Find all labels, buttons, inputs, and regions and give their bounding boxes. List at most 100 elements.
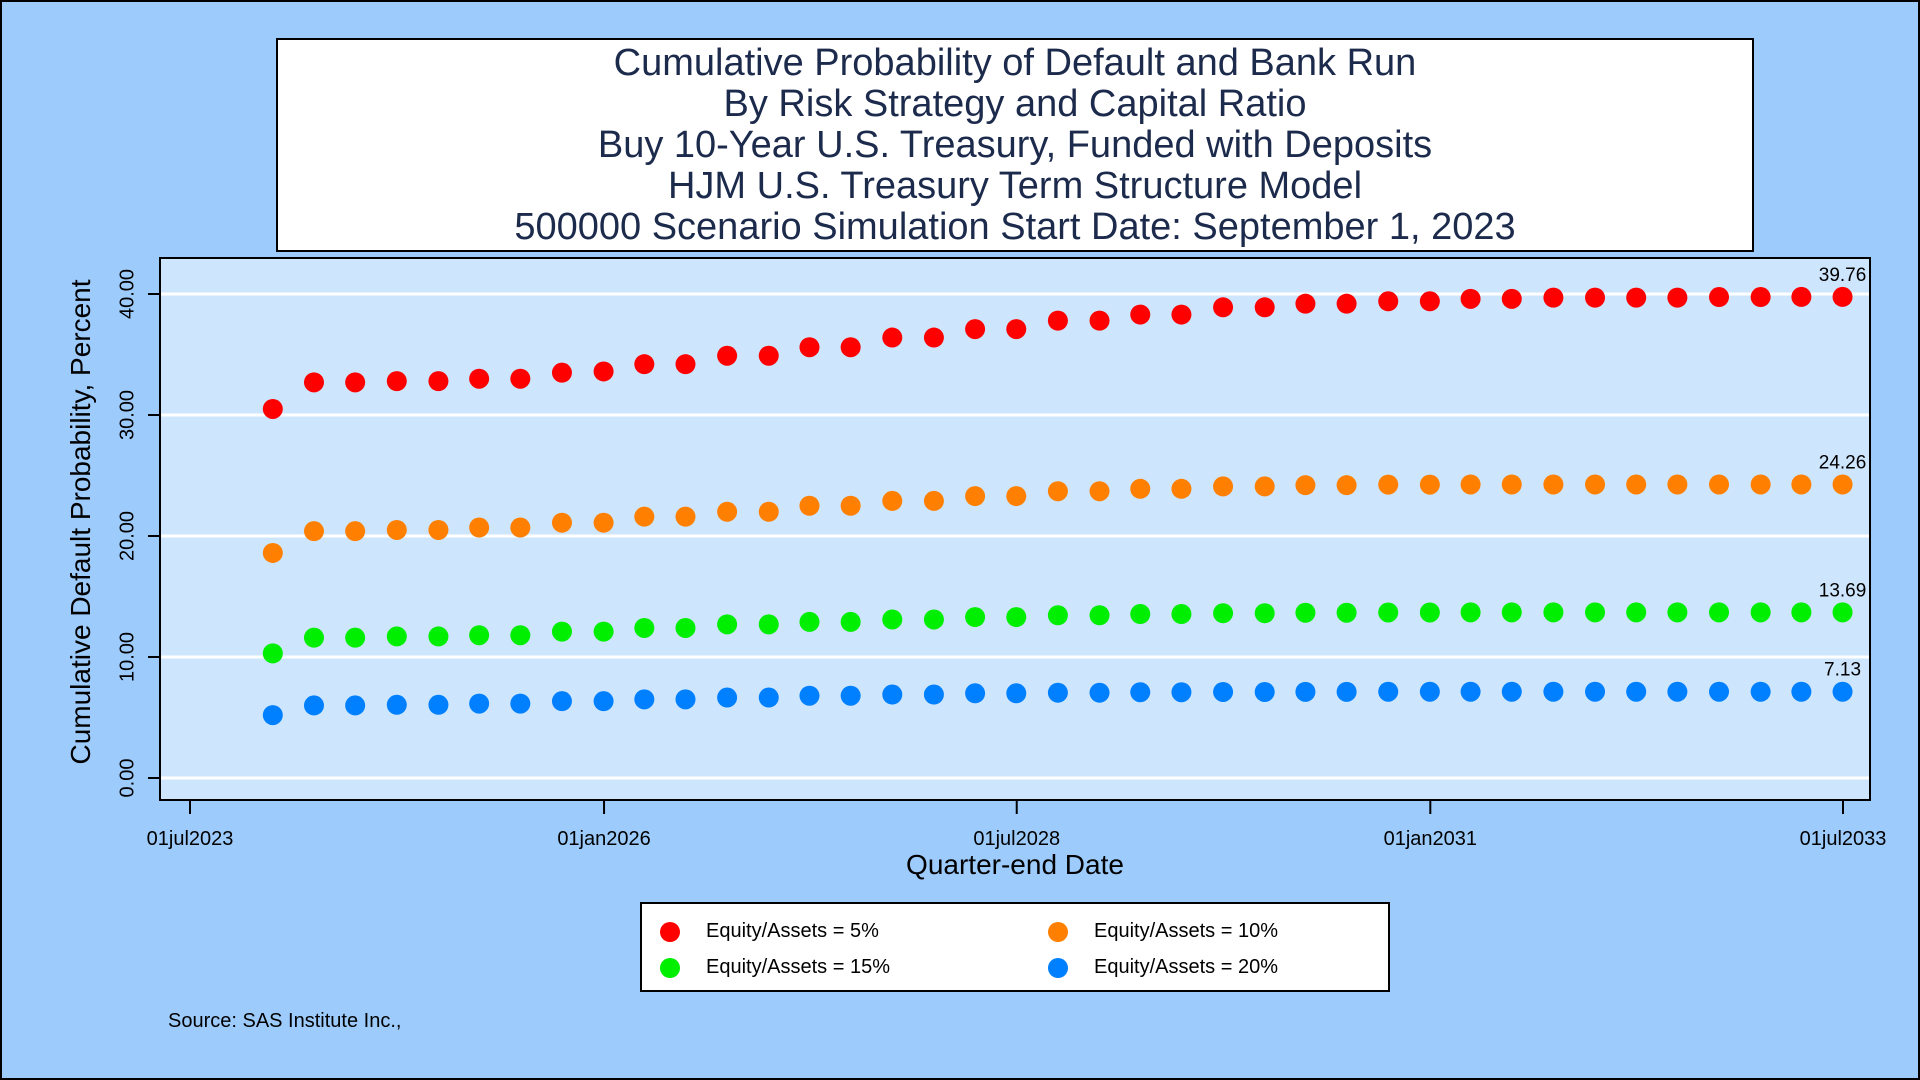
data-point bbox=[1006, 683, 1027, 704]
data-point bbox=[882, 684, 903, 705]
legend: Equity/Assets = 5% Equity/Assets = 10% E… bbox=[640, 902, 1390, 992]
legend-marker-icon bbox=[1048, 921, 1068, 942]
data-point bbox=[1419, 474, 1440, 495]
data-point bbox=[717, 345, 738, 366]
legend-item-10pct: Equity/Assets = 10% bbox=[1048, 920, 1278, 943]
data-point bbox=[758, 501, 779, 522]
data-point bbox=[840, 685, 861, 706]
data-point bbox=[717, 614, 738, 635]
data-point bbox=[303, 627, 324, 648]
data-point bbox=[345, 521, 366, 542]
data-point bbox=[345, 627, 366, 648]
data-point bbox=[1089, 481, 1110, 502]
data-point bbox=[923, 327, 944, 348]
data-point bbox=[1378, 291, 1399, 312]
data-point bbox=[758, 687, 779, 708]
data-point bbox=[1585, 287, 1606, 308]
x-tick-label: 01jul2023 bbox=[147, 828, 234, 850]
x-tick-label: 01jul2028 bbox=[973, 828, 1060, 850]
data-point bbox=[1750, 287, 1771, 308]
data-point bbox=[1709, 681, 1730, 702]
data-point bbox=[1171, 604, 1192, 625]
data-point bbox=[1791, 474, 1812, 495]
data-point bbox=[1213, 297, 1234, 318]
data-point bbox=[1089, 605, 1110, 626]
data-point bbox=[303, 521, 324, 542]
data-point bbox=[1254, 603, 1275, 624]
data-point bbox=[1336, 475, 1357, 496]
data-point bbox=[675, 689, 696, 710]
data-point bbox=[1460, 681, 1481, 702]
data-point bbox=[551, 691, 572, 712]
data-point bbox=[923, 490, 944, 511]
end-value-label: 13.69 bbox=[1819, 580, 1867, 601]
data-point bbox=[1585, 474, 1606, 495]
data-point bbox=[386, 519, 407, 540]
data-point bbox=[1254, 476, 1275, 497]
data-point bbox=[1460, 602, 1481, 623]
data-point bbox=[593, 512, 614, 533]
data-point bbox=[469, 693, 490, 714]
data-point bbox=[675, 354, 696, 375]
data-point bbox=[469, 625, 490, 646]
legend-item-20pct: Equity/Assets = 20% bbox=[1048, 956, 1278, 979]
y-tick-label: 0.00 bbox=[116, 759, 138, 798]
data-point bbox=[1667, 681, 1688, 702]
x-axis-label: Quarter-end Date bbox=[906, 849, 1124, 880]
data-point bbox=[717, 687, 738, 708]
data-point bbox=[551, 362, 572, 383]
data-point bbox=[1378, 681, 1399, 702]
data-point bbox=[1543, 474, 1564, 495]
data-point bbox=[1006, 319, 1027, 340]
data-point bbox=[1585, 602, 1606, 623]
legend-marker-icon bbox=[660, 957, 680, 978]
y-tick-label: 30.00 bbox=[116, 390, 138, 440]
data-point bbox=[510, 693, 531, 714]
data-point bbox=[1791, 286, 1812, 307]
data-point bbox=[1171, 304, 1192, 325]
data-point bbox=[1295, 602, 1316, 623]
x-tick-label: 01jul2033 bbox=[1800, 828, 1887, 850]
data-point bbox=[1089, 310, 1110, 331]
data-point bbox=[510, 625, 531, 646]
data-point bbox=[1667, 474, 1688, 495]
data-point bbox=[1295, 475, 1316, 496]
data-point bbox=[675, 506, 696, 527]
data-point bbox=[1130, 304, 1151, 325]
data-point bbox=[1336, 602, 1357, 623]
data-point bbox=[1419, 681, 1440, 702]
data-point bbox=[1254, 681, 1275, 702]
legend-item-15pct: Equity/Assets = 15% bbox=[660, 956, 890, 979]
data-point bbox=[1585, 681, 1606, 702]
chart-title-line-1: Cumulative Probability of Default and Ba… bbox=[613, 41, 1417, 84]
data-point bbox=[965, 607, 986, 628]
chart-title-line-3: Buy 10-Year U.S. Treasury, Funded with D… bbox=[597, 123, 1433, 166]
data-point bbox=[1089, 682, 1110, 703]
data-point bbox=[386, 694, 407, 715]
data-point bbox=[1213, 476, 1234, 497]
legend-label: Equity/Assets = 5% bbox=[706, 920, 879, 942]
end-labels: 39.76 24.26 13.69 7.13 bbox=[1819, 265, 1867, 681]
data-point bbox=[923, 684, 944, 705]
data-point bbox=[1378, 474, 1399, 495]
data-point bbox=[1667, 602, 1688, 623]
data-point bbox=[262, 705, 283, 726]
data-point bbox=[345, 695, 366, 716]
data-point bbox=[386, 626, 407, 647]
data-point bbox=[717, 501, 738, 522]
data-point bbox=[1501, 602, 1522, 623]
data-point bbox=[1709, 602, 1730, 623]
data-point bbox=[593, 691, 614, 712]
data-point bbox=[1750, 474, 1771, 495]
data-point bbox=[1832, 286, 1853, 307]
data-point bbox=[428, 371, 449, 392]
x-tick-label: 01jan2026 bbox=[557, 828, 650, 850]
data-point bbox=[1171, 478, 1192, 499]
data-point bbox=[1047, 605, 1068, 626]
data-point bbox=[1419, 291, 1440, 312]
data-point bbox=[1460, 288, 1481, 309]
data-point bbox=[1336, 293, 1357, 314]
end-value-label: 24.26 bbox=[1819, 452, 1867, 473]
source-note: Source: SAS Institute Inc., bbox=[168, 1010, 402, 1032]
